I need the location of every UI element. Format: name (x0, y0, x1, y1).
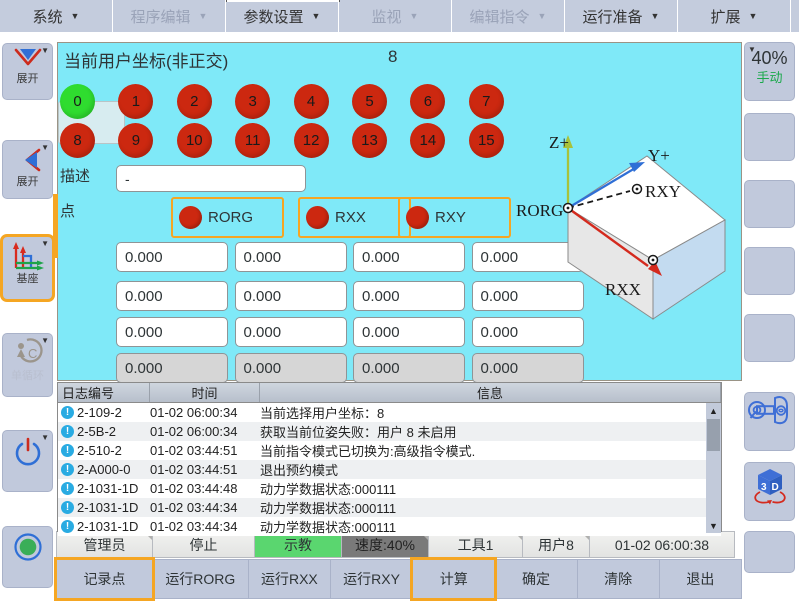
svg-text:RXY: RXY (645, 182, 681, 201)
svg-text:Y+: Y+ (648, 146, 670, 165)
svg-text:Z+: Z+ (549, 133, 569, 152)
svg-text:RORG: RORG (516, 201, 563, 220)
svg-text:RXX: RXX (605, 280, 641, 299)
